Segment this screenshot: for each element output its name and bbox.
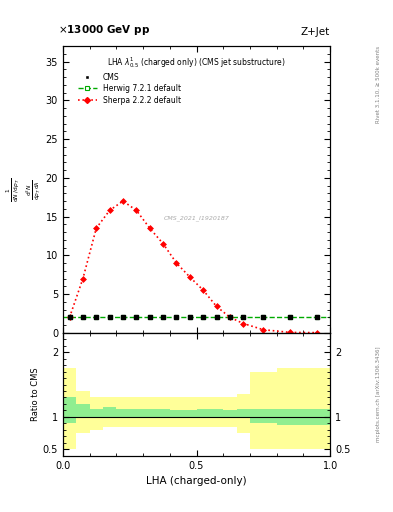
Text: Z+Jet: Z+Jet bbox=[301, 28, 330, 37]
Text: $\times$13000 GeV pp: $\times$13000 GeV pp bbox=[57, 24, 150, 37]
Legend: CMS, Herwig 7.2.1 default, Sherpa 2.2.2 default: CMS, Herwig 7.2.1 default, Sherpa 2.2.2 … bbox=[75, 70, 184, 108]
Y-axis label: Ratio to CMS: Ratio to CMS bbox=[31, 368, 40, 421]
Text: Rivet 3.1.10, ≥ 500k events: Rivet 3.1.10, ≥ 500k events bbox=[376, 46, 381, 123]
X-axis label: LHA (charged-only): LHA (charged-only) bbox=[146, 476, 247, 486]
Text: mcplots.cern.ch [arXiv:1306.3436]: mcplots.cern.ch [arXiv:1306.3436] bbox=[376, 347, 381, 442]
Y-axis label: $\frac{1}{\mathrm{d}N\,/\,\mathrm{d}p_T}$
$\frac{\mathrm{d}^2 N}{\mathrm{d}p_T\,: $\frac{1}{\mathrm{d}N\,/\,\mathrm{d}p_T}… bbox=[6, 177, 43, 202]
Text: LHA $\lambda^{1}_{0.5}$ (charged only) (CMS jet substructure): LHA $\lambda^{1}_{0.5}$ (charged only) (… bbox=[107, 55, 286, 70]
Text: CMS_2021_I1920187: CMS_2021_I1920187 bbox=[163, 215, 230, 221]
